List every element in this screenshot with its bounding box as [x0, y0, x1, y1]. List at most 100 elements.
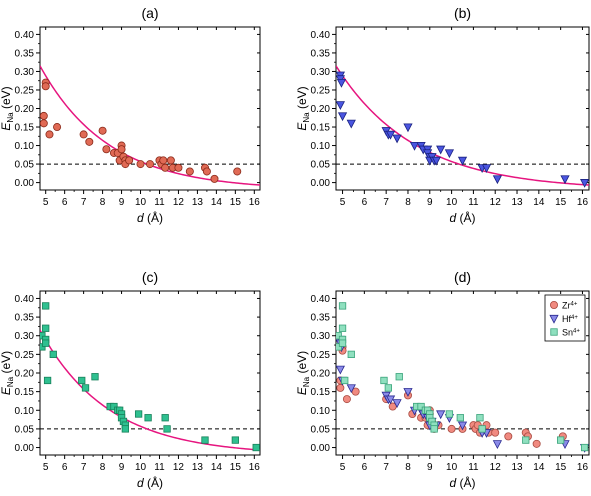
data-point-sn: [380, 376, 388, 385]
data-point: [174, 163, 183, 172]
y-tick-label: 0.15: [311, 387, 331, 398]
data-point-hf: [457, 421, 468, 431]
x-tick-label: 8: [405, 462, 411, 473]
legend-label-hf: Hf4+: [562, 314, 578, 324]
data-point-zr: [504, 432, 513, 441]
data-point: [560, 175, 570, 185]
fit-curve: [336, 65, 589, 186]
data-point: [436, 145, 446, 155]
data-point-sn: [347, 350, 355, 359]
data-point: [233, 167, 242, 176]
data-point: [110, 402, 118, 411]
data-point-hf: [403, 388, 413, 397]
x-tick-label: 7: [81, 462, 87, 473]
data-point: [40, 119, 48, 128]
data-point-hf: [392, 399, 402, 409]
data-point: [346, 119, 356, 129]
data-point-sn: [338, 302, 347, 310]
plot-area: [336, 65, 589, 188]
x-tick-label: 15: [230, 197, 242, 208]
x-tick-label: 13: [511, 197, 523, 208]
data-point: [53, 123, 62, 132]
x-tick-label: 9: [427, 197, 433, 208]
plot-area: [40, 65, 260, 186]
panel-title: (d): [454, 269, 471, 285]
x-tick-label: 16: [249, 197, 261, 208]
data-point: [385, 130, 396, 140]
data-point-hf: [436, 410, 446, 420]
x-tick-label: 16: [577, 197, 589, 208]
panel-b: (b) 5 6 7 8 9 10 11 12 13 14 15 16 0.00 0.05 0.10 0.15 0.…: [295, 5, 590, 225]
data-point-sn: [580, 443, 589, 452]
y-axis-label: ENa (eV): [0, 351, 15, 395]
data-point: [161, 163, 170, 172]
data-point: [580, 179, 589, 188]
legend-marker-zr: [550, 300, 559, 309]
y-tick-label: 0.10: [311, 141, 331, 152]
data-point: [392, 134, 402, 144]
data-point-sn: [430, 425, 438, 433]
data-point: [40, 111, 48, 120]
data-point: [336, 79, 347, 88]
x-tick-label: 6: [62, 462, 68, 473]
y-tick-label: 0.05: [15, 160, 35, 171]
y-axis-label: ENa (eV): [295, 351, 311, 395]
data-point-sn: [338, 339, 347, 347]
x-tick-label: 9: [427, 462, 433, 473]
data-point: [252, 443, 260, 452]
data-point: [210, 174, 219, 183]
data-point: [159, 156, 168, 165]
data-point: [98, 126, 107, 135]
data-point: [185, 167, 194, 176]
data-point-sn: [384, 384, 392, 392]
data-point-sn: [476, 414, 484, 422]
x-tick-label: 6: [362, 197, 368, 208]
data-point-zr: [342, 395, 351, 404]
data-point-sn: [456, 414, 464, 422]
data-point: [117, 145, 126, 154]
y-tick-label: 0.10: [15, 141, 35, 152]
panel-c: (c) 5 6 7 8 9 10 11 12 13 14 15 16 0.00 0.05 0.10 0.15 0.…: [0, 269, 261, 490]
data-point: [136, 160, 145, 169]
data-point: [121, 425, 129, 433]
data-point: [444, 149, 455, 159]
x-tick-label: 10: [446, 197, 458, 208]
data-point: [431, 156, 441, 166]
x-tick-label: 8: [405, 197, 411, 208]
data-point: [40, 343, 46, 351]
data-point: [481, 164, 492, 173]
data-point: [125, 156, 134, 165]
x-tick-label: 12: [173, 462, 185, 473]
data-point: [91, 373, 99, 381]
legend-marker-hf: [549, 314, 559, 324]
y-tick-label: 0.10: [15, 406, 35, 417]
y-tick-label: 0.00: [15, 443, 35, 454]
data-point: [492, 175, 503, 185]
y-tick-label: 0.30: [15, 331, 35, 342]
data-point: [161, 414, 169, 422]
y-tick-label: 0.35: [15, 313, 35, 324]
y-tick-label: 0.30: [15, 67, 35, 78]
data-point-hf: [336, 365, 345, 375]
y-tick-label: 0.40: [15, 294, 35, 305]
data-point: [231, 436, 239, 444]
data-point-sn: [522, 436, 530, 444]
x-tick-label: 14: [211, 197, 223, 208]
y-tick-label: 0.35: [15, 48, 35, 59]
x-axis-label: d (Å): [137, 475, 163, 490]
data-point-zr: [532, 439, 541, 448]
y-tick-label: 0.25: [15, 85, 35, 96]
x-tick-label: 10: [135, 462, 147, 473]
x-tick-label: 11: [468, 197, 479, 208]
data-point: [145, 160, 154, 169]
data-point: [166, 156, 175, 165]
y-tick-label: 0.15: [311, 123, 331, 134]
data-point-sn: [336, 343, 342, 351]
data-point-sn: [338, 324, 347, 332]
y-tick-label: 0.20: [15, 104, 35, 115]
y-tick-label: 0.25: [15, 350, 35, 361]
x-axis-label: d (Å): [449, 475, 475, 490]
panel-title: (a): [141, 5, 158, 21]
data-point: [81, 384, 90, 392]
